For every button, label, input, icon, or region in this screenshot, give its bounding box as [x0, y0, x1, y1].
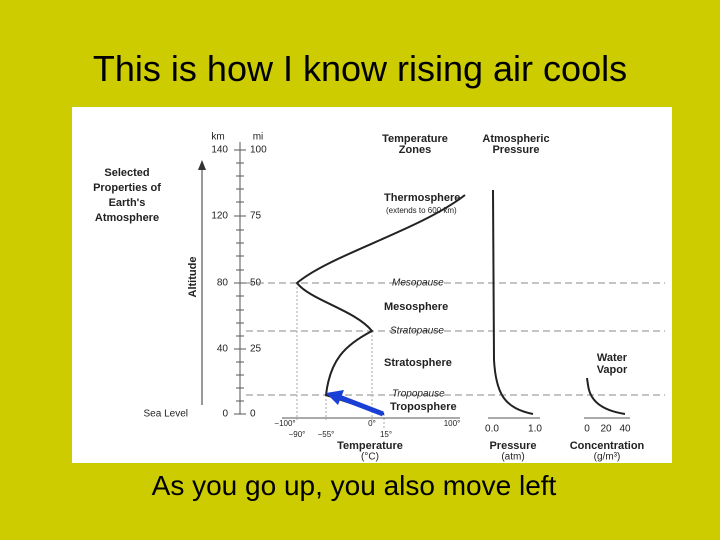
water-vapor-curve — [586, 377, 626, 415]
guide-lines — [296, 283, 385, 430]
tick-label: −100° — [274, 419, 295, 428]
header: Atmospheric — [482, 133, 549, 145]
axis-label: Pressure — [489, 440, 536, 452]
heading-line: Properties of — [93, 182, 161, 194]
temperature-curve — [295, 194, 466, 415]
arrowhead — [198, 160, 206, 170]
zone-lines — [246, 282, 665, 396]
heading: Selected Properties of Earth's Atmospher… — [93, 167, 161, 224]
axis-label: (atm) — [501, 452, 524, 463]
minor-ticks — [234, 149, 246, 415]
km-ticks: 140 120 80 40 0 Sea Level — [144, 145, 229, 420]
zone-label: Stratopause — [390, 326, 444, 337]
tick-label: 75 — [250, 211, 262, 222]
heading-line: Earth's — [109, 197, 146, 209]
header: Water — [597, 352, 628, 364]
tick-label: 40 — [619, 424, 631, 435]
header: Temperature — [382, 133, 448, 145]
tick-label: 40 — [217, 344, 229, 355]
zone-label: Mesopause — [392, 278, 444, 289]
heading-line: Selected — [104, 167, 149, 179]
tick-label: 120 — [211, 211, 228, 222]
tick-label: 20 — [600, 424, 612, 435]
blue-arrowhead — [326, 390, 344, 405]
tick-label: 100 — [250, 145, 267, 156]
mi-ticks: 100 75 50 25 0 — [250, 145, 267, 420]
zone-label: Thermosphere — [384, 192, 460, 204]
tick-label: −90° — [289, 430, 306, 439]
tick-label: 50 — [250, 278, 262, 289]
tick-label: 25 — [250, 344, 262, 355]
tick-label: 15° — [380, 430, 392, 439]
zone-note: (extends to 600 km) — [386, 206, 457, 215]
header: Vapor — [597, 364, 628, 376]
axis-label: (g/m³) — [594, 452, 621, 463]
axis-label: (°C) — [361, 452, 379, 463]
tick-label: 80 — [217, 278, 229, 289]
tick-label: 140 — [211, 145, 228, 156]
blue-arrow — [338, 394, 384, 417]
tick-label: 0 — [222, 409, 228, 420]
tick-label: 0° — [368, 419, 376, 428]
header: Zones — [399, 144, 431, 156]
unit: mi — [253, 132, 264, 143]
zone-label: Stratosphere — [384, 357, 452, 369]
axis-label: Altitude — [187, 257, 199, 298]
tick-label: 0 — [250, 409, 256, 420]
tick-label: −55° — [318, 430, 335, 439]
unit: km — [211, 132, 224, 143]
pressure-curve — [492, 189, 534, 415]
caption: As you go up, you also move left — [151, 470, 557, 501]
zone-label: Troposphere — [390, 401, 457, 413]
slide-title: This is how I know rising air cools — [92, 48, 628, 89]
zone-label: Tropopause — [392, 389, 445, 400]
tick-label: Sea Level — [144, 409, 188, 420]
heading-line: Atmosphere — [95, 212, 159, 224]
zone-label: Mesosphere — [384, 301, 448, 313]
tick-label: 0 — [584, 424, 590, 435]
axis-label: Concentration — [570, 440, 645, 452]
axis-label: Temperature — [337, 440, 403, 452]
tick-label: 1.0 — [528, 424, 542, 435]
tick-label: 0.0 — [485, 424, 499, 435]
tick-label: 100° — [444, 419, 461, 428]
header: Pressure — [492, 144, 539, 156]
